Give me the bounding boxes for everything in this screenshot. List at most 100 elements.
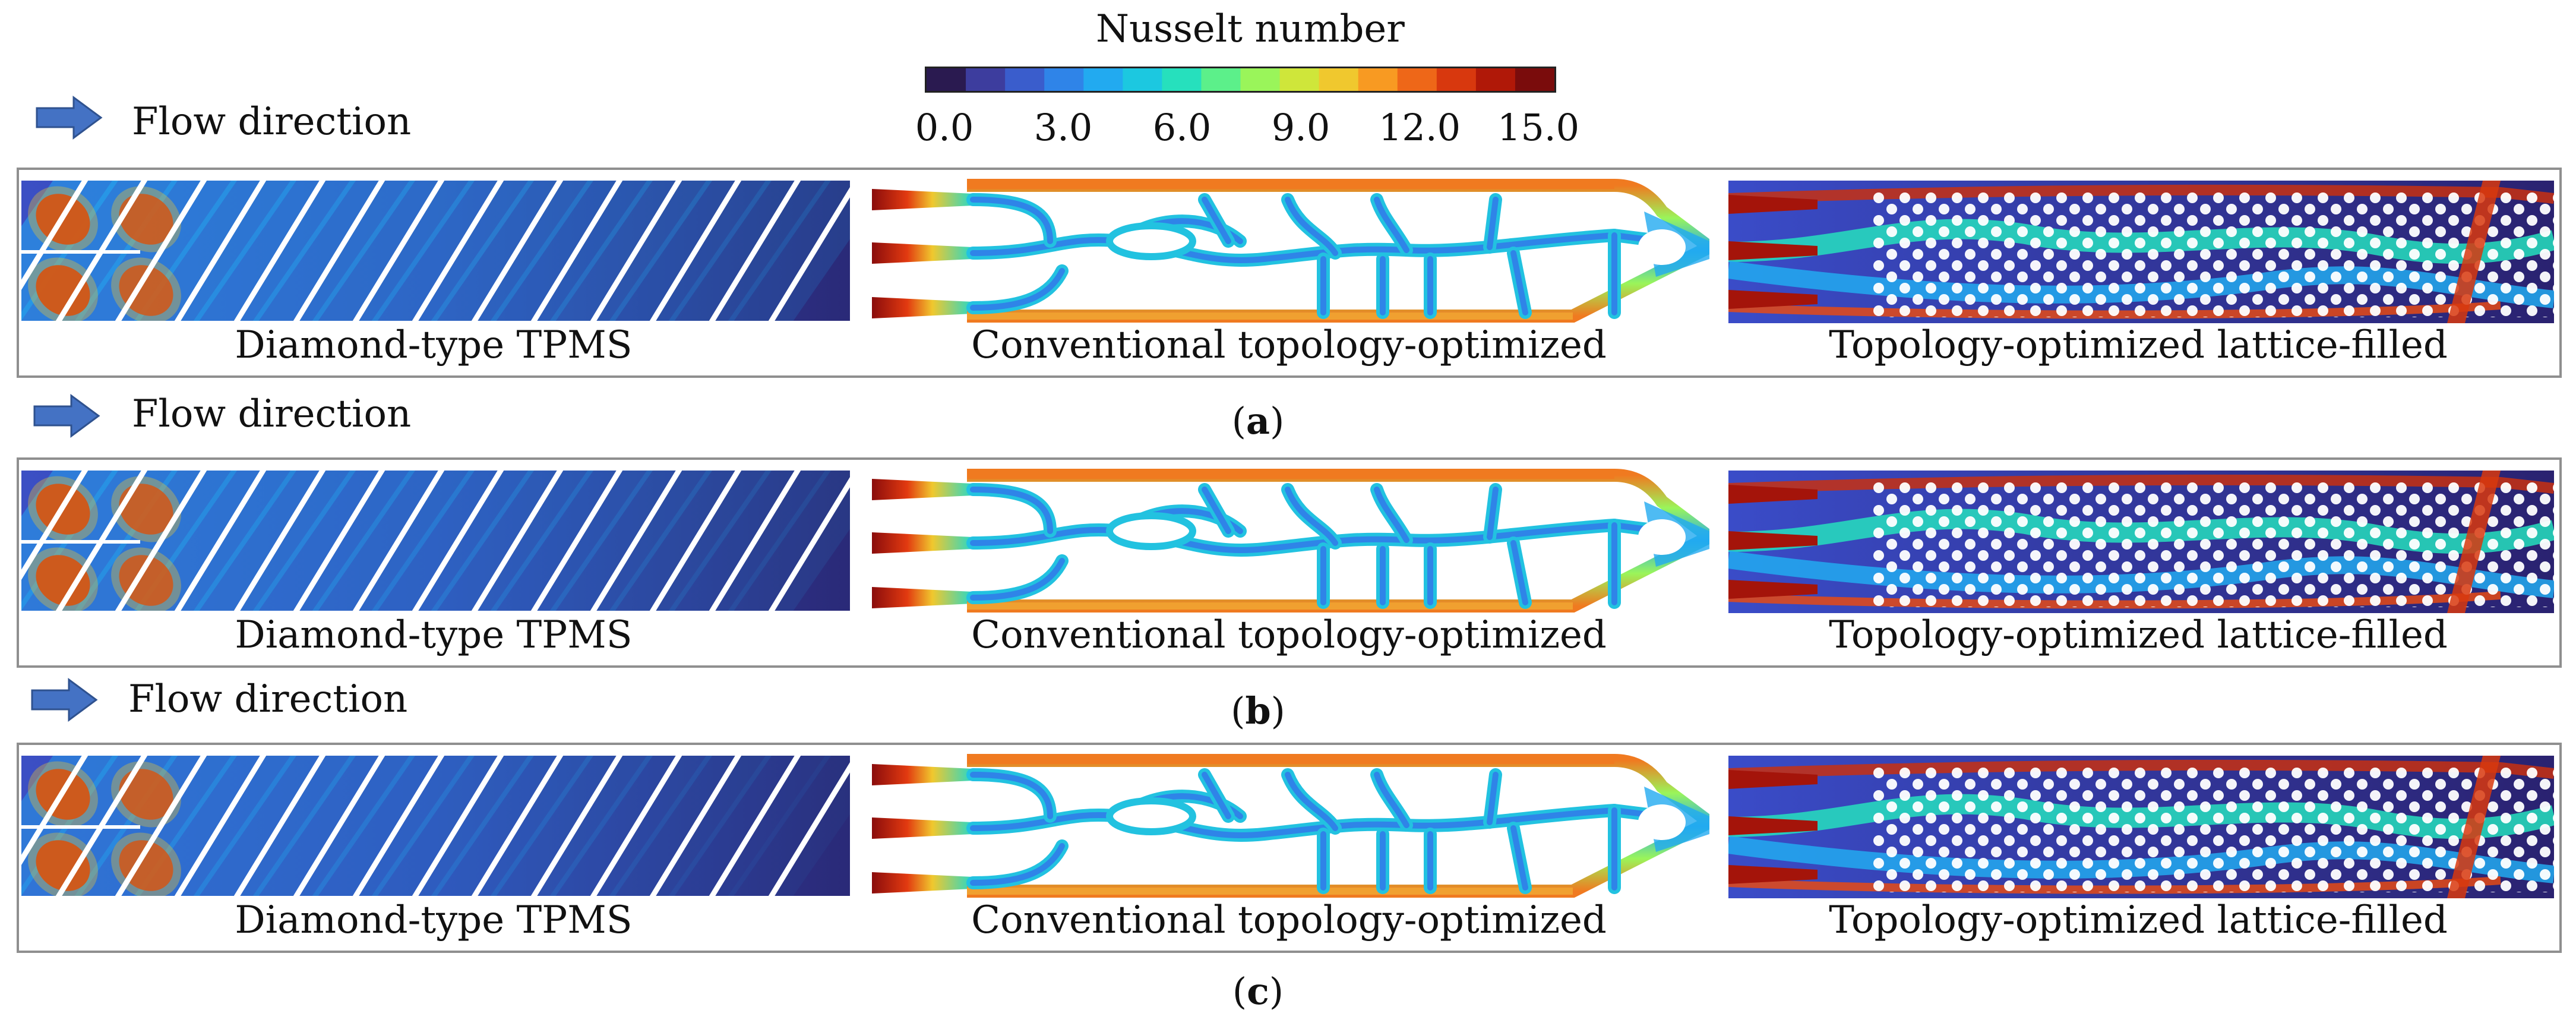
tpms-flow-streak bbox=[549, 756, 713, 896]
tpms-flow-streak bbox=[609, 181, 772, 321]
tpms-rib bbox=[590, 471, 682, 611]
tpms-field-a bbox=[21, 181, 850, 321]
tpms-hot-zone bbox=[36, 840, 90, 891]
colorbar-cell bbox=[1475, 68, 1516, 91]
colorbar-cell bbox=[927, 68, 966, 91]
conv-caption-b: Conventional topology-optimized bbox=[971, 613, 1607, 657]
tpms-flow-streak bbox=[74, 756, 238, 896]
tpms-rib bbox=[115, 471, 207, 611]
tpms-rib bbox=[709, 181, 801, 321]
tpms-flow-streak bbox=[728, 181, 850, 321]
lattice-inlet bbox=[1728, 485, 1818, 504]
tpms-rib bbox=[412, 471, 504, 611]
tpms-rib bbox=[412, 181, 504, 321]
colorbar-cell bbox=[1240, 68, 1281, 91]
tpms-flow-streak bbox=[312, 756, 475, 896]
tpms-flow-streak bbox=[490, 756, 653, 896]
panel-label-b: (b) bbox=[1231, 689, 1285, 733]
tpms-rib bbox=[233, 181, 326, 321]
lattice-caption-a: Topology-optimized lattice-filled bbox=[1829, 323, 2448, 367]
conv-vein bbox=[966, 193, 1057, 248]
tpms-rib bbox=[530, 181, 623, 321]
tpms-rib bbox=[768, 762, 850, 896]
tpms-rib bbox=[174, 756, 267, 896]
colorbar-cell bbox=[1083, 68, 1123, 91]
tpms-rib bbox=[530, 471, 623, 611]
colorbar-tick-label: 12.0 bbox=[1378, 106, 1461, 149]
lattice-inlet bbox=[1728, 816, 1818, 835]
tpms-hot-zone bbox=[119, 265, 173, 316]
tpms-rib bbox=[590, 756, 682, 896]
tpms-rib bbox=[768, 476, 850, 611]
conv-inlet-channel bbox=[872, 764, 973, 785]
conv-inlet-channel bbox=[872, 479, 973, 500]
tpms-rib bbox=[233, 756, 326, 896]
tpms-flow-streak bbox=[668, 181, 832, 321]
tpms-rib bbox=[590, 181, 682, 321]
tpms-flow-streak bbox=[431, 756, 594, 896]
colorbar-tick-label: 15.0 bbox=[1497, 106, 1580, 149]
colorbar-cells bbox=[927, 68, 1554, 91]
colorbar-cell bbox=[1201, 68, 1241, 91]
tpms-rib bbox=[293, 756, 385, 896]
lattice-inlet bbox=[1728, 195, 1818, 214]
colorbar-tick-label: 6.0 bbox=[1152, 106, 1212, 149]
tpms-flow-streak bbox=[371, 181, 535, 321]
tpms-flow-streak bbox=[74, 471, 238, 611]
tpms-flow-streak bbox=[193, 181, 356, 321]
flow-arrow-c bbox=[30, 676, 101, 726]
colorbar-tick-label: 3.0 bbox=[1033, 106, 1093, 149]
tpms-rib bbox=[709, 471, 801, 611]
lattice-holes bbox=[1871, 482, 2554, 607]
tpms-rib bbox=[115, 756, 207, 896]
lattice-field-c bbox=[1728, 756, 2554, 898]
tpms-flow-streak bbox=[312, 181, 475, 321]
flow-direction-label-b: Flow direction bbox=[132, 392, 412, 436]
colorbar-cell bbox=[1123, 68, 1162, 91]
lattice-holes bbox=[1871, 192, 2554, 317]
tpms-flow-streak bbox=[728, 471, 850, 611]
tpms-rib bbox=[174, 181, 267, 321]
tpms-flow-streak bbox=[193, 471, 356, 611]
tpms-rib bbox=[709, 756, 801, 896]
tpms-rib bbox=[412, 756, 504, 896]
tpms-flow-streak bbox=[134, 181, 297, 321]
tpms-rib bbox=[352, 181, 445, 321]
colorbar bbox=[925, 67, 1556, 93]
lattice-flow-band bbox=[1728, 759, 2554, 779]
colorbar-tick-label: 9.0 bbox=[1271, 106, 1330, 149]
flow-direction-label-c: Flow direction bbox=[128, 677, 408, 721]
tpms-field-c bbox=[21, 756, 850, 896]
tpms-flow-streak bbox=[193, 756, 356, 896]
conv-vein bbox=[966, 768, 1057, 823]
tpms-flow-streak bbox=[549, 181, 713, 321]
colorbar-cell bbox=[1358, 68, 1398, 91]
lattice-caption-c: Topology-optimized lattice-filled bbox=[1829, 898, 2448, 942]
tpms-hot-zone bbox=[119, 555, 173, 606]
lattice-inlet bbox=[1728, 290, 1818, 309]
tpms-flow-streak bbox=[252, 181, 416, 321]
conv-inlet-channel bbox=[872, 872, 973, 894]
tpms-flow-streak bbox=[728, 756, 850, 896]
tpms-rib bbox=[233, 471, 326, 611]
tpms-rib bbox=[768, 187, 850, 321]
tpms-rib bbox=[649, 756, 742, 896]
conv-field-a bbox=[872, 176, 1709, 324]
conv-inlet-channel bbox=[872, 297, 973, 318]
flow-direction-label-a: Flow direction bbox=[132, 100, 412, 144]
panel-label-c: (c) bbox=[1232, 970, 1284, 1013]
tpms-caption-b: Diamond-type TPMS bbox=[235, 613, 633, 657]
lattice-inlet bbox=[1728, 865, 1818, 884]
conv-field-b bbox=[872, 466, 1709, 614]
tpms-rib bbox=[352, 756, 445, 896]
colorbar-cell bbox=[1279, 68, 1320, 91]
tpms-rib bbox=[174, 471, 267, 611]
lattice-field-b bbox=[1728, 471, 2554, 613]
tpms-hot-zone bbox=[119, 484, 173, 535]
tpms-flow-streak bbox=[609, 471, 772, 611]
lattice-inlet bbox=[1728, 770, 1818, 789]
tpms-flow-streak bbox=[549, 471, 713, 611]
conv-inlet-channel bbox=[872, 532, 973, 554]
tpms-hot-zone bbox=[36, 265, 90, 316]
tpms-caption-a: Diamond-type TPMS bbox=[235, 323, 633, 367]
